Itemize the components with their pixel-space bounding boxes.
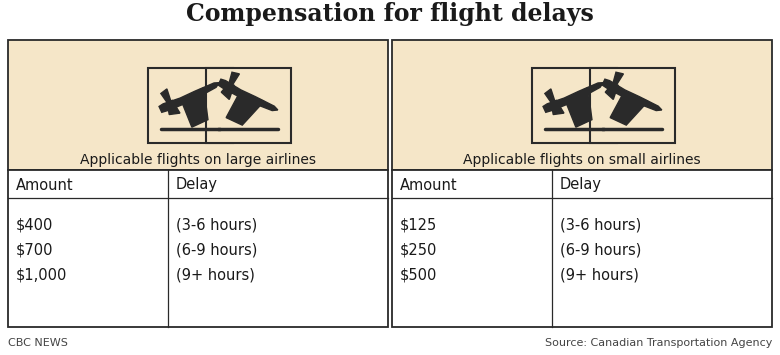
Text: Amount: Amount	[16, 178, 73, 192]
Polygon shape	[602, 79, 661, 110]
Bar	[8, 40, 388, 170]
Bar	[392, 40, 772, 170]
Polygon shape	[161, 89, 171, 103]
Polygon shape	[197, 114, 205, 121]
Text: $250: $250	[400, 242, 438, 257]
Polygon shape	[167, 100, 180, 115]
Polygon shape	[551, 100, 564, 115]
Text: $700: $700	[16, 242, 54, 257]
Polygon shape	[159, 83, 219, 112]
Text: $500: $500	[400, 268, 438, 283]
Text: Delay: Delay	[559, 178, 601, 192]
Bar	[205, 67, 290, 142]
Text: CBC NEWS: CBC NEWS	[8, 338, 68, 348]
Text: Source: Canadian Transportation Agency: Source: Canadian Transportation Agency	[544, 338, 772, 348]
Text: Compensation for flight delays: Compensation for flight delays	[186, 2, 594, 26]
Text: (9+ hours): (9+ hours)	[559, 268, 639, 283]
Polygon shape	[605, 83, 618, 99]
Text: (3-6 hours): (3-6 hours)	[559, 218, 641, 233]
Polygon shape	[543, 83, 603, 112]
Text: Applicable flights on small airlines: Applicable flights on small airlines	[463, 153, 700, 167]
Text: Applicable flights on large airlines: Applicable flights on large airlines	[80, 153, 316, 167]
Polygon shape	[181, 88, 208, 127]
Bar	[8, 170, 388, 327]
Polygon shape	[619, 114, 627, 121]
Text: Amount: Amount	[400, 178, 458, 192]
Bar	[148, 67, 233, 142]
Text: (9+ hours): (9+ hours)	[176, 268, 254, 283]
Polygon shape	[566, 88, 592, 127]
Polygon shape	[222, 83, 234, 99]
Polygon shape	[229, 72, 239, 85]
Text: (3-6 hours): (3-6 hours)	[176, 218, 257, 233]
Bar	[392, 170, 772, 327]
Text: (6-9 hours): (6-9 hours)	[559, 242, 641, 257]
Text: $1,000: $1,000	[16, 268, 67, 283]
Text: (6-9 hours): (6-9 hours)	[176, 242, 257, 257]
Text: $400: $400	[16, 218, 53, 233]
Polygon shape	[236, 114, 243, 121]
Polygon shape	[610, 92, 648, 125]
Polygon shape	[613, 72, 623, 85]
Polygon shape	[545, 89, 555, 103]
Bar	[532, 67, 617, 142]
Polygon shape	[218, 79, 278, 110]
Bar	[590, 67, 675, 142]
Polygon shape	[581, 114, 589, 121]
Text: $125: $125	[400, 218, 438, 233]
Text: Delay: Delay	[176, 178, 218, 192]
Polygon shape	[226, 92, 264, 125]
